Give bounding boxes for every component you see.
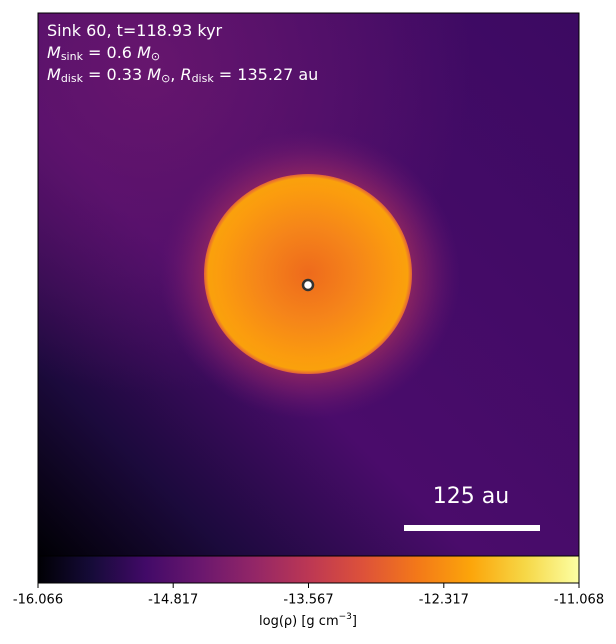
tick-label: -13.567 [283, 593, 333, 608]
scale-bar-label: 125 au [433, 484, 509, 509]
annotation: Sink 60, t=118.93 kyr [47, 21, 223, 40]
tick-label: -14.817 [148, 593, 198, 608]
colorbar [37, 555, 580, 584]
colorbar-label: log(ρ) [g cm−3] [259, 612, 357, 629]
sink-marker [301, 278, 315, 292]
tick-label: -12.317 [419, 593, 469, 608]
annotation: Mdisk = 0.33 M⊙, Rdisk = 135.27 au [47, 65, 318, 86]
tick-label: -16.066 [13, 593, 63, 608]
density-map: 125 au [38, 13, 579, 556]
annotation: Msink = 0.6 M⊙ [47, 43, 160, 64]
tick-label: -11.068 [554, 593, 604, 608]
scale-bar [404, 525, 540, 531]
